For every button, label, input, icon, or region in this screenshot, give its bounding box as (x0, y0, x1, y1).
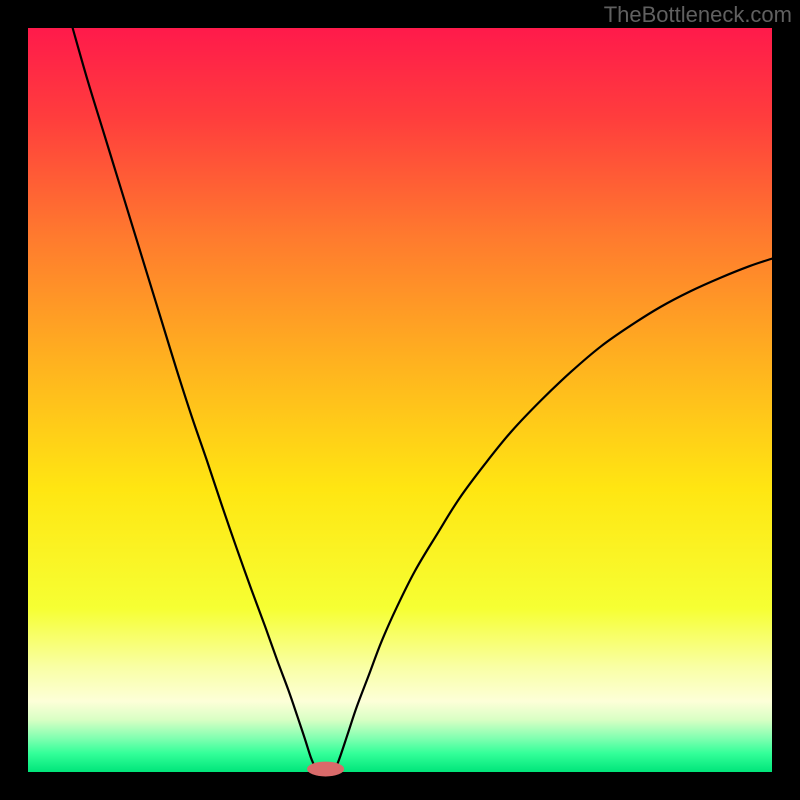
bottom-marker (307, 762, 344, 777)
bottleneck-chart (0, 0, 800, 800)
plot-gradient-background (28, 28, 772, 772)
watermark-text: TheBottleneck.com (604, 2, 792, 28)
chart-container: { "meta": { "watermark_text": "TheBottle… (0, 0, 800, 800)
